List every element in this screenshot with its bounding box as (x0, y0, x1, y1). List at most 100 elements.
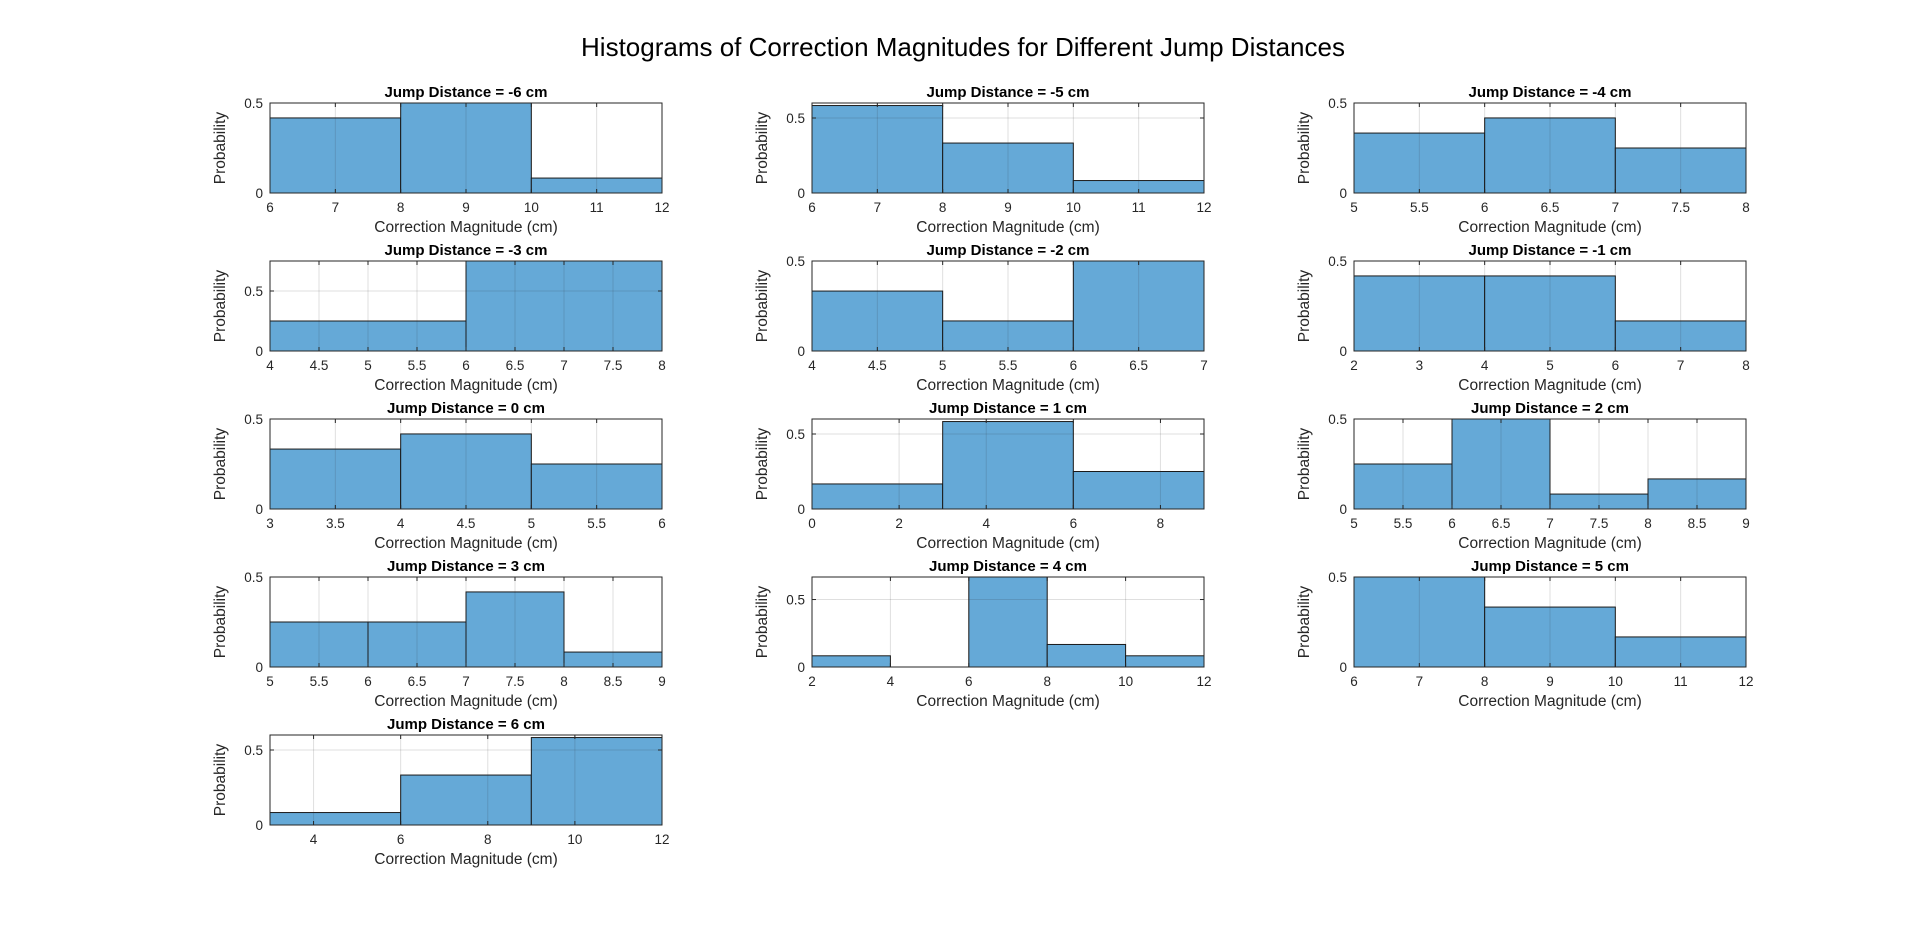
histogram-bar (942, 142, 1074, 194)
histogram-bar (1125, 655, 1205, 668)
x-tick-label: 7 (332, 200, 340, 215)
x-tick-label: 2 (1350, 358, 1358, 373)
histogram-bar (1484, 117, 1616, 194)
x-tick-label: 12 (1196, 200, 1211, 215)
x-tick-label: 10 (1118, 674, 1133, 689)
y-tick-label: 0 (255, 186, 263, 201)
panel-title: Jump Distance = 0 cm (387, 400, 545, 417)
x-tick-label: 9 (1546, 674, 1554, 689)
axes-box (811, 576, 1205, 668)
x-tick-label: 6 (808, 200, 816, 215)
y-axis-label: Probability (212, 586, 229, 659)
y-tick-label: 0 (255, 818, 263, 833)
x-tick-label: 5.5 (999, 358, 1018, 373)
x-tick-label: 7.5 (604, 358, 623, 373)
histogram-bar (811, 105, 944, 194)
panel-title: Jump Distance = 4 cm (929, 558, 1087, 575)
histogram-bar (968, 576, 1048, 668)
panel-title: Jump Distance = -6 cm (385, 84, 548, 101)
y-tick-label: 0.5 (1328, 96, 1347, 111)
x-tick-label: 7 (1612, 200, 1620, 215)
y-tick-label: 0 (255, 660, 263, 675)
x-tick-label: 4 (1481, 358, 1489, 373)
x-tick-label: 3 (266, 516, 274, 531)
x-tick-label: 8 (397, 200, 405, 215)
x-tick-label: 4 (397, 516, 405, 531)
x-tick-label: 8 (1742, 200, 1750, 215)
x-tick-label: 4 (808, 358, 816, 373)
histogram-panel: 6 7 8 9 10 11 12 0 0.5 Jump Distance = -5 cm Corre… (754, 84, 1212, 236)
x-tick-label: 6 (1070, 516, 1078, 531)
subplot-grid: 6 7 8 9 10 11 12 0 0.5 Jump Distance = -6 cm Corre… (212, 84, 1754, 868)
x-tick-label: 5 (364, 358, 372, 373)
x-tick-label: 4 (266, 358, 274, 373)
y-tick-label: 0.5 (244, 284, 263, 299)
x-tick-label: 6.5 (1541, 200, 1560, 215)
y-tick-label: 0 (797, 186, 805, 201)
x-tick-label: 5.5 (1394, 516, 1413, 531)
x-tick-label: 4 (310, 832, 318, 847)
x-axis-label: Correction Magnitude (cm) (916, 693, 1099, 710)
axes-box (269, 734, 663, 826)
x-tick-label: 4.5 (868, 358, 887, 373)
x-axis-label: Correction Magnitude (cm) (374, 693, 557, 710)
histogram-panel: 4 4.5 5 5.5 6 6.5 7 7.5 8 0 0.5 Jump Distance = -3 … (212, 242, 666, 394)
x-tick-label: 4 (887, 674, 895, 689)
x-tick-label: 8 (658, 358, 666, 373)
histogram-bar (400, 102, 532, 194)
x-axis-label: Correction Magnitude (cm) (374, 851, 557, 868)
histogram-panel: 0 2 4 6 8 0 0.5 Jump Distance = 1 cm Correction … (754, 400, 1205, 552)
histogram-bar (1072, 471, 1205, 510)
y-tick-label: 0 (1339, 502, 1347, 517)
x-tick-label: 9 (658, 674, 666, 689)
y-axis-label: Probability (1296, 270, 1313, 343)
x-tick-label: 7.5 (506, 674, 525, 689)
x-axis-label: Correction Magnitude (cm) (1458, 535, 1641, 552)
x-axis-label: Correction Magnitude (cm) (916, 219, 1099, 236)
x-tick-label: 3 (1416, 358, 1424, 373)
x-tick-label: 6 (462, 358, 470, 373)
x-tick-label: 12 (1738, 674, 1753, 689)
y-tick-label: 0.5 (244, 96, 263, 111)
x-tick-label: 9 (462, 200, 470, 215)
y-tick-label: 0 (797, 502, 805, 517)
x-tick-label: 2 (808, 674, 816, 689)
x-tick-label: 12 (654, 832, 669, 847)
histogram-bar (530, 737, 663, 826)
x-tick-label: 11 (1132, 200, 1146, 215)
x-tick-label: 2 (895, 516, 903, 531)
panel-title: Jump Distance = -3 cm (385, 242, 548, 259)
y-tick-label: 0.5 (1328, 412, 1347, 427)
histogram-bar (942, 320, 1074, 352)
x-tick-label: 0 (808, 516, 816, 531)
histogram-panel: 2 3 4 5 6 7 8 0 0.5 Jump Distance = -1 cm Correcti… (1296, 242, 1750, 394)
histogram-panel: 5 5.5 6 6.5 7 7.5 8 8.5 9 0 0.5 Jump Distance = 2 c… (1296, 400, 1750, 552)
histogram-bar (367, 621, 467, 668)
x-tick-label: 10 (524, 200, 539, 215)
y-tick-label: 0.5 (244, 412, 263, 427)
x-axis-label: Correction Magnitude (cm) (916, 377, 1099, 394)
histogram-bar (1484, 606, 1616, 668)
x-axis-label: Correction Magnitude (cm) (374, 377, 557, 394)
y-tick-label: 0 (1339, 186, 1347, 201)
x-tick-label: 7.5 (1590, 516, 1609, 531)
x-tick-label: 5 (528, 516, 536, 531)
histogram-bar (465, 591, 565, 668)
histogram-panel: 5 5.5 6 6.5 7 7.5 8 8.5 9 0 0.5 Jump Distance = 3 c… (212, 558, 666, 710)
x-tick-label: 6 (397, 832, 405, 847)
x-tick-label: 8 (1157, 516, 1165, 531)
y-tick-label: 0.5 (786, 254, 805, 269)
histogram-bar (942, 421, 1074, 510)
histogram-bar (811, 483, 944, 510)
x-tick-label: 5 (1350, 516, 1358, 531)
histogram-panel: 3 3.5 4 4.5 5 5.5 6 0 0.5 Jump Distance = 0 cm Cor… (212, 400, 666, 552)
figure-title: Histograms of Correction Magnitudes for … (581, 32, 1345, 62)
histogram-panel: 5 5.5 6 6.5 7 7.5 8 0 0.5 Jump Distance = -4 cm Co… (1296, 84, 1750, 236)
x-tick-label: 5.5 (408, 358, 427, 373)
y-tick-label: 0.5 (244, 743, 263, 758)
y-tick-label: 0.5 (786, 427, 805, 442)
y-tick-label: 0 (255, 502, 263, 517)
x-tick-label: 3.5 (326, 516, 345, 531)
histogram-bar (465, 260, 663, 352)
